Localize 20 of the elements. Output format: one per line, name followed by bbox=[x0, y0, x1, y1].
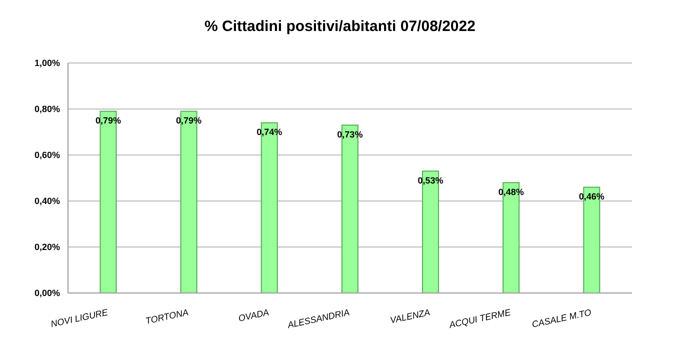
chart-title: % Cittadini positivi/abitanti 07/08/2022 bbox=[204, 17, 476, 37]
y-tick-label: 0,80% bbox=[34, 104, 60, 114]
x-tick-label: CASALE M.TO bbox=[531, 307, 592, 330]
data-label: 0,73% bbox=[337, 129, 363, 140]
data-label: 0,53% bbox=[418, 175, 444, 186]
data-label: 0,46% bbox=[578, 192, 604, 202]
y-tick-label: 0,60% bbox=[34, 150, 60, 160]
data-label: 0,74% bbox=[256, 127, 282, 138]
x-tick-label: OVADA bbox=[237, 307, 270, 324]
x-tick-label: TORTONA bbox=[144, 307, 190, 326]
data-label: 0,48% bbox=[498, 186, 524, 197]
data-label: 0,79% bbox=[176, 116, 202, 126]
data-label: 0,79% bbox=[95, 116, 121, 126]
y-tick-label: 1,00% bbox=[34, 58, 60, 68]
y-tick-label: 0,20% bbox=[34, 242, 60, 252]
y-tick-label: 0,40% bbox=[34, 196, 60, 206]
x-tick-label: VALENZA bbox=[389, 307, 431, 326]
x-tick-label: NOVI LIGURE bbox=[50, 306, 110, 330]
y-tick-label: 0,00% bbox=[34, 288, 60, 298]
x-tick-label: ACQUI TERME bbox=[447, 306, 513, 330]
